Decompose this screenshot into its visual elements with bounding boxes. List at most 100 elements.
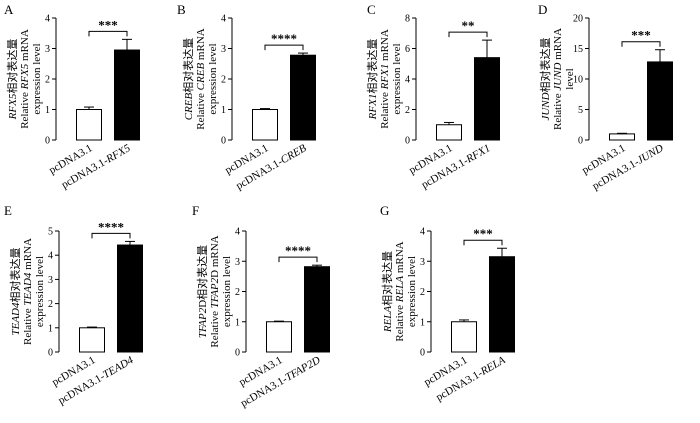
y-axis-label-cn: 相对表达量 — [380, 251, 394, 306]
y-tick-label: 0 — [578, 136, 583, 147]
panel-letter: F — [192, 203, 199, 218]
y-axis-label-line3: expression level — [31, 43, 43, 114]
y-axis-label-line1: RFX5相对表达量 — [5, 39, 19, 121]
y-tick-label: 1 — [48, 323, 53, 334]
bar-treatment — [304, 266, 330, 353]
y-tick-label: 4 — [235, 227, 240, 238]
y-axis-label-gene: RFX5 — [7, 93, 19, 120]
y-axis-label-cn: 相对表达量 — [8, 248, 22, 303]
bar-control — [436, 124, 462, 141]
y-axis-label-line3: expression level — [221, 256, 233, 327]
y-axis-label-line3: expression level — [406, 256, 418, 327]
y-tick-label: 2 — [221, 75, 226, 86]
y-axis-label-line1: CREB相对表达量 — [181, 38, 195, 121]
y-axis-label-gene: RELA — [382, 306, 394, 334]
significance-bracket — [278, 256, 318, 263]
y-tick-label: 1 — [45, 105, 50, 116]
panel-letter: B — [177, 2, 186, 17]
y-axis-label-cn: 相对表达量 — [181, 38, 195, 93]
y-axis-label-line2: Relative RFX5 mRNA — [19, 29, 31, 129]
y-axis-label-cn: 相对表达量 — [5, 39, 19, 94]
bar-treatment — [114, 49, 140, 141]
significance-label: ** — [462, 18, 475, 33]
bar-treatment — [647, 61, 673, 141]
significance-label: *** — [473, 226, 493, 241]
y-axis-label-prefix: Relative — [552, 91, 564, 130]
significance-label: *** — [98, 17, 118, 32]
y-tick-label: 0 — [48, 348, 53, 359]
y-axis-label-suffix: mRNA — [394, 241, 406, 276]
panel-letter: D — [538, 2, 547, 17]
y-tick-label: 2 — [405, 105, 410, 116]
y-tick-label: 0 — [235, 348, 240, 359]
y-tick-label: 2 — [235, 287, 240, 298]
y-tick-label: 3 — [235, 257, 240, 268]
y-tick-label: 6 — [405, 44, 410, 55]
significance-label: *** — [631, 28, 651, 43]
category-label-gene: TEAD4 — [101, 354, 136, 381]
bar-control — [266, 321, 292, 353]
y-axis-label-line1: TFAP2D相对表达量 — [195, 245, 209, 338]
category-label: pcDNA3.1-RELA — [434, 354, 508, 403]
y-tick-label: 0 — [221, 136, 226, 147]
y-axis-label-line3: expression level — [34, 256, 46, 327]
y-tick-label: 0 — [420, 348, 425, 359]
bar-treatment — [290, 54, 316, 141]
y-tick-label: 3 — [221, 44, 226, 55]
y-tick-label: 1 — [235, 317, 240, 328]
y-axis-label-line2: Relative RFX1 mRNA — [379, 29, 391, 129]
y-tick-label: 4 — [420, 227, 425, 238]
y-axis-label-gene: TEAD4 — [10, 302, 22, 336]
y-tick-label: 5 — [578, 105, 583, 116]
y-axis-label-line2: Relative TFAP2D mRNA — [209, 235, 221, 347]
y-axis-label: TEAD4相对表达量Relative TEAD4 mRNAexpression … — [8, 238, 46, 345]
y-tick-label: 5 — [48, 227, 53, 238]
y-tick-label: 10 — [573, 75, 583, 86]
y-tick-label: 4 — [45, 14, 50, 25]
y-tick-label: 20 — [573, 14, 583, 25]
panel-letter: A — [4, 2, 14, 17]
significance-bracket — [463, 239, 503, 246]
bar-control — [252, 109, 278, 141]
y-axis-label-prefix: Relative — [394, 302, 406, 341]
bar-control — [76, 109, 102, 141]
y-axis-label-suffix: mRNA — [22, 238, 34, 273]
bar-treatment — [489, 256, 515, 353]
y-axis-label: RFX5相对表达量Relative RFX5 mRNAexpression le… — [5, 29, 43, 129]
category-label-gene: JUND — [635, 142, 665, 166]
y-axis-label-line3: expression level — [391, 43, 403, 114]
y-axis-label-gene-italic: TFAP2 — [209, 277, 221, 308]
bar-control — [451, 321, 477, 353]
y-tick-label: 0 — [405, 136, 410, 147]
panel-letter: G — [380, 203, 389, 218]
y-axis-label-suffix: D mRNA — [209, 235, 221, 278]
y-axis-label: CREB相对表达量Relative CREB mRNAexpression le… — [181, 28, 219, 129]
y-axis-label-gene-italic: CREB — [195, 63, 207, 91]
y-axis-label-line3: expression level — [207, 43, 219, 114]
y-axis-label-suffix: mRNA — [552, 28, 564, 63]
y-tick-label: 3 — [45, 44, 50, 55]
y-axis-label-line1: RFX1相对表达量 — [365, 39, 379, 121]
y-axis-label-line3: level — [564, 68, 576, 89]
y-axis-label-gene: TFAP2 — [197, 307, 209, 338]
significance-bracket — [91, 232, 131, 239]
y-axis-label: RELA相对表达量Relative RELA mRNAexpression le… — [380, 241, 418, 341]
y-tick-label: 2 — [420, 287, 425, 298]
significance-label: **** — [285, 243, 311, 258]
y-axis-label-line2: Relative TEAD4 mRNA — [22, 238, 34, 345]
y-tick-label: 3 — [48, 275, 53, 286]
y-axis-label-prefix: Relative — [379, 89, 391, 128]
y-axis-label-gene: RFX1 — [367, 94, 379, 121]
y-axis-label-gene: CREB — [183, 92, 195, 120]
y-axis-label: TFAP2D相对表达量Relative TFAP2D mRNAexpressio… — [195, 235, 233, 347]
y-axis-label-gene-italic: RELA — [394, 276, 406, 304]
y-axis-label-prefix: Relative — [209, 308, 221, 347]
significance-label: **** — [98, 219, 124, 234]
y-tick-label: 1 — [420, 317, 425, 328]
y-axis-label-gene-italic: TEAD4 — [22, 272, 34, 306]
